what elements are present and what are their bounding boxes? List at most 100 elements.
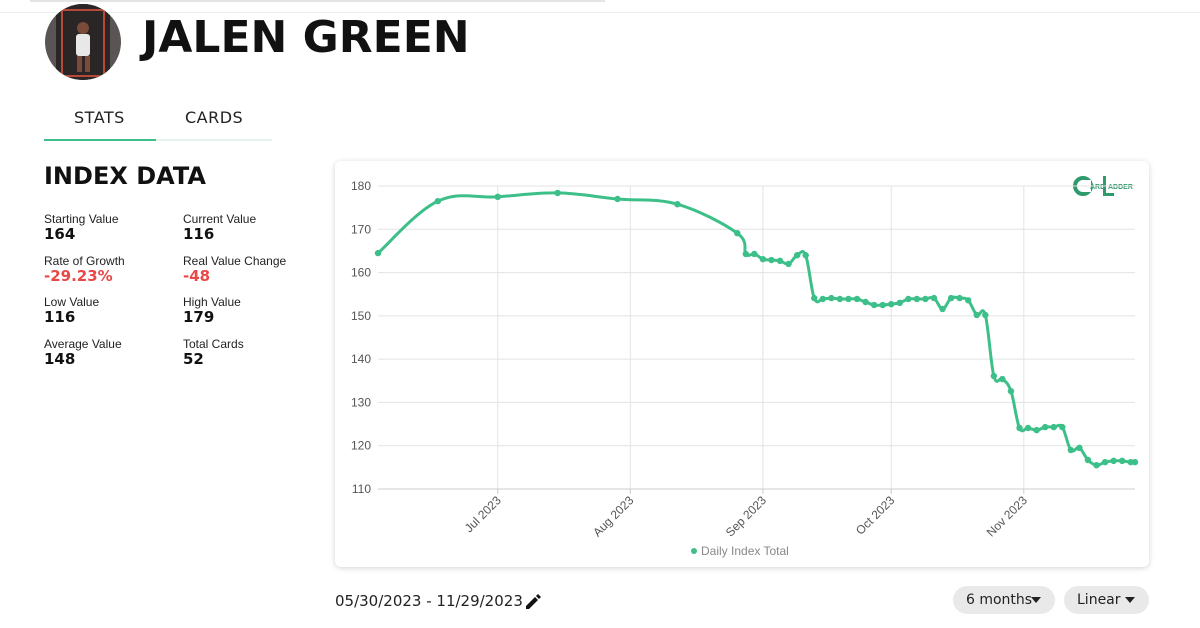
point xyxy=(1084,456,1092,464)
caret xyxy=(1125,597,1135,603)
tab-indicator xyxy=(44,139,156,141)
y-tick-label: 140 xyxy=(351,352,371,366)
point xyxy=(554,189,561,197)
point xyxy=(947,294,955,302)
dropdown-label: 6 months xyxy=(966,592,1033,608)
point xyxy=(1093,461,1100,469)
point xyxy=(1007,387,1015,395)
point xyxy=(922,295,929,303)
stat-value: 179 xyxy=(183,308,215,327)
point xyxy=(990,372,998,380)
point xyxy=(734,229,741,237)
point xyxy=(956,294,963,302)
stat-label: Low Value xyxy=(44,295,100,310)
point xyxy=(965,297,972,304)
point xyxy=(879,301,886,309)
line xyxy=(377,191,1136,467)
divider xyxy=(0,12,1200,13)
logo-text: ARD xyxy=(1090,184,1105,191)
tab[interactable]: STATS xyxy=(74,108,125,127)
point xyxy=(1101,458,1109,466)
x-tick-label: Nov 2023 xyxy=(984,493,1030,539)
point xyxy=(870,301,878,309)
legend-label: Daily Index Total xyxy=(701,544,789,558)
period-dropdown[interactable]: 6 months xyxy=(953,586,1055,614)
point xyxy=(999,375,1006,383)
point xyxy=(1076,444,1083,452)
point xyxy=(828,294,835,302)
point xyxy=(793,252,801,259)
date-range[interactable]: 05/30/2023 - 11/29/2023 xyxy=(335,592,523,610)
dropdown-label: Linear xyxy=(1077,592,1121,608)
chart-card xyxy=(335,161,1149,567)
point xyxy=(888,300,895,308)
point xyxy=(811,294,818,302)
y-tick-label: 150 xyxy=(351,309,371,323)
point xyxy=(836,295,844,303)
point xyxy=(1059,423,1066,431)
x-tick-label: Sep 2023 xyxy=(723,493,769,539)
point xyxy=(494,193,501,201)
stat-value: 52 xyxy=(183,350,204,369)
y-tick-label: 160 xyxy=(351,266,371,280)
stat-label: Rate of Growth xyxy=(44,253,125,268)
point xyxy=(930,294,938,302)
point xyxy=(1110,457,1117,465)
stat-label: Total Cards xyxy=(183,337,244,352)
tab[interactable]: CARDS xyxy=(185,108,244,127)
point xyxy=(973,311,980,319)
point xyxy=(1016,424,1023,432)
x-tick-label: Jul 2023 xyxy=(462,493,504,535)
stat-label: Starting Value xyxy=(44,212,119,226)
point xyxy=(982,311,989,319)
scale-dropdown[interactable]: Linear xyxy=(1064,586,1149,614)
section-title: INDEX DATA xyxy=(44,162,206,190)
point xyxy=(1118,457,1126,465)
point xyxy=(1041,423,1049,431)
stat-label: Average Value xyxy=(44,337,122,352)
y-tick-label: 180 xyxy=(351,179,371,193)
point xyxy=(913,295,921,303)
point xyxy=(845,295,852,303)
x-tick-label: Aug 2023 xyxy=(590,493,636,539)
point xyxy=(751,250,758,258)
caret xyxy=(1031,597,1041,603)
logo-text: ADDER xyxy=(1108,184,1133,191)
y-tick-label: 170 xyxy=(351,222,371,236)
point xyxy=(1033,426,1040,434)
point xyxy=(674,200,681,208)
point xyxy=(614,195,621,203)
legend-marker xyxy=(691,548,697,554)
stat-label: Current Value xyxy=(183,212,257,226)
stat-label: Real Value Change xyxy=(183,253,287,268)
point xyxy=(434,197,442,205)
point xyxy=(819,295,826,303)
point xyxy=(939,305,946,313)
point xyxy=(776,257,784,265)
stat-value: 116 xyxy=(183,225,215,243)
y-tick-label: 120 xyxy=(351,439,371,453)
stat-value: 164 xyxy=(44,225,76,243)
point xyxy=(785,260,792,268)
divider xyxy=(30,0,605,2)
stat-value: 148 xyxy=(44,350,76,369)
point xyxy=(759,255,767,263)
point xyxy=(1131,458,1139,466)
x-tick-label: Oct 2023 xyxy=(853,493,898,538)
y-tick-label: 110 xyxy=(352,482,371,496)
point xyxy=(768,256,775,264)
point xyxy=(1067,446,1075,454)
point xyxy=(862,298,869,306)
stat-value: 116 xyxy=(44,308,76,327)
stat-value: -29.23% xyxy=(44,266,113,285)
point xyxy=(1024,424,1032,432)
edit-icon[interactable] xyxy=(524,592,542,610)
point xyxy=(896,299,903,307)
point xyxy=(853,295,861,303)
player-name: JALEN GREEN xyxy=(142,12,470,63)
point xyxy=(742,250,750,258)
y-tick-label: 130 xyxy=(351,395,371,409)
stat-value: -48 xyxy=(183,266,211,285)
